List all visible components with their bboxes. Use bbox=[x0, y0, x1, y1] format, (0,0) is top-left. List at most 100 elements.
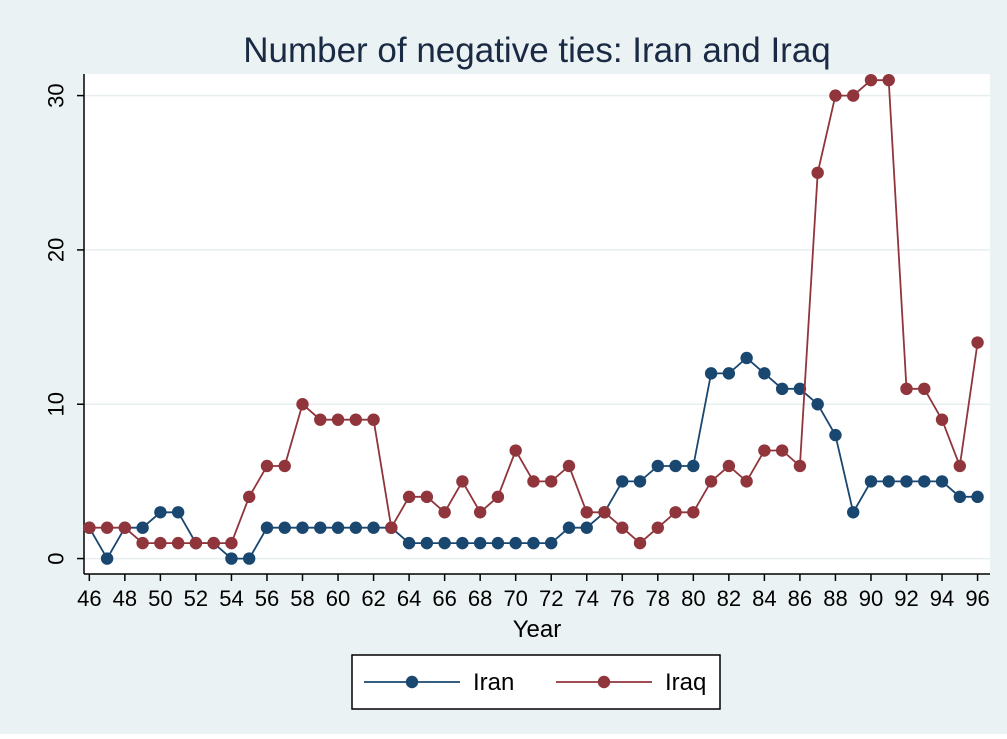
data-point bbox=[616, 521, 629, 534]
data-point bbox=[687, 506, 700, 519]
data-point bbox=[136, 536, 149, 550]
x-tick-label: 70 bbox=[503, 586, 527, 611]
legend-marker bbox=[405, 675, 419, 689]
x-tick-label: 80 bbox=[681, 586, 705, 611]
data-point bbox=[349, 413, 362, 426]
data-point bbox=[225, 536, 238, 550]
data-point bbox=[402, 490, 416, 504]
data-point bbox=[971, 336, 984, 349]
legend-marker bbox=[597, 675, 611, 689]
data-point bbox=[562, 459, 576, 473]
x-tick-label: 84 bbox=[752, 586, 776, 611]
data-point bbox=[900, 475, 913, 488]
data-point bbox=[331, 521, 345, 534]
data-point bbox=[740, 475, 753, 488]
data-point bbox=[171, 506, 185, 519]
data-point bbox=[935, 475, 949, 488]
axes bbox=[83, 74, 990, 575]
y-tick-label: 10 bbox=[44, 392, 69, 416]
data-point bbox=[580, 506, 593, 519]
data-point bbox=[971, 490, 984, 504]
data-point bbox=[580, 521, 593, 534]
data-point bbox=[633, 536, 647, 550]
y-tick-label: 0 bbox=[44, 552, 69, 564]
data-point bbox=[260, 459, 274, 473]
data-point bbox=[651, 459, 664, 473]
chart-title: Number of negative ties: Iran and Iraq bbox=[243, 31, 831, 70]
data-point bbox=[154, 536, 167, 550]
y-tick-label: 20 bbox=[44, 238, 69, 262]
data-point bbox=[704, 475, 718, 488]
data-point bbox=[100, 552, 114, 565]
data-point bbox=[402, 536, 416, 550]
data-point bbox=[509, 536, 522, 550]
data-point bbox=[953, 459, 966, 473]
x-tick-label: 64 bbox=[397, 586, 421, 611]
x-tick-label: 62 bbox=[361, 586, 385, 611]
data-point bbox=[438, 506, 451, 519]
x-tick-label: 68 bbox=[468, 586, 492, 611]
data-point bbox=[385, 521, 398, 534]
x-tick-label: 46 bbox=[77, 586, 101, 611]
plot-area bbox=[84, 74, 990, 574]
data-point bbox=[545, 536, 558, 550]
data-point bbox=[704, 367, 718, 380]
data-point bbox=[296, 521, 309, 534]
data-point bbox=[918, 382, 931, 396]
data-point bbox=[473, 506, 487, 519]
data-point bbox=[243, 490, 256, 504]
data-point bbox=[118, 521, 132, 534]
data-point bbox=[154, 506, 167, 519]
data-point bbox=[669, 459, 682, 473]
x-tick-label: 90 bbox=[859, 586, 883, 611]
data-point bbox=[367, 521, 380, 534]
data-point bbox=[900, 382, 913, 396]
data-point bbox=[367, 413, 380, 426]
data-point bbox=[296, 398, 309, 411]
x-tick-label: 52 bbox=[184, 586, 208, 611]
data-point bbox=[278, 521, 291, 534]
x-tick-label: 60 bbox=[326, 586, 350, 611]
data-point bbox=[260, 521, 274, 534]
data-point bbox=[811, 398, 824, 411]
data-point bbox=[864, 475, 878, 488]
data-point bbox=[278, 459, 291, 473]
data-point bbox=[722, 459, 736, 473]
data-point bbox=[953, 490, 966, 504]
legend-item-iran: Iran bbox=[364, 669, 514, 696]
data-point bbox=[83, 521, 96, 534]
x-tick-label: 86 bbox=[788, 586, 812, 611]
data-point bbox=[438, 536, 451, 550]
x-tick-label: 72 bbox=[539, 586, 563, 611]
series-iraq bbox=[83, 73, 984, 550]
data-point bbox=[793, 382, 807, 396]
data-point bbox=[598, 506, 611, 519]
data-point bbox=[740, 351, 753, 365]
data-point bbox=[100, 521, 114, 534]
data-point bbox=[633, 475, 647, 488]
data-point bbox=[829, 428, 842, 442]
data-point bbox=[207, 536, 220, 550]
x-tick-label: 96 bbox=[965, 586, 989, 611]
data-point bbox=[136, 521, 149, 534]
data-point bbox=[882, 73, 895, 87]
x-tick-label: 78 bbox=[646, 586, 670, 611]
legend-label: Iraq bbox=[665, 669, 706, 696]
data-point bbox=[562, 521, 576, 534]
x-tick-label: 94 bbox=[930, 586, 954, 611]
data-point bbox=[314, 413, 327, 426]
x-axis-label: Year bbox=[513, 616, 562, 643]
data-point bbox=[545, 475, 558, 488]
x-tick-label: 48 bbox=[113, 586, 137, 611]
data-point bbox=[918, 475, 931, 488]
data-point bbox=[847, 89, 860, 102]
x-tick-label: 76 bbox=[610, 586, 634, 611]
data-point bbox=[847, 506, 860, 519]
data-point bbox=[491, 536, 505, 550]
y-tick-label: 30 bbox=[44, 83, 69, 107]
data-point bbox=[171, 536, 185, 550]
y-axis-ticks: 0 10 20 30 bbox=[44, 83, 84, 565]
x-tick-label: 66 bbox=[432, 586, 456, 611]
